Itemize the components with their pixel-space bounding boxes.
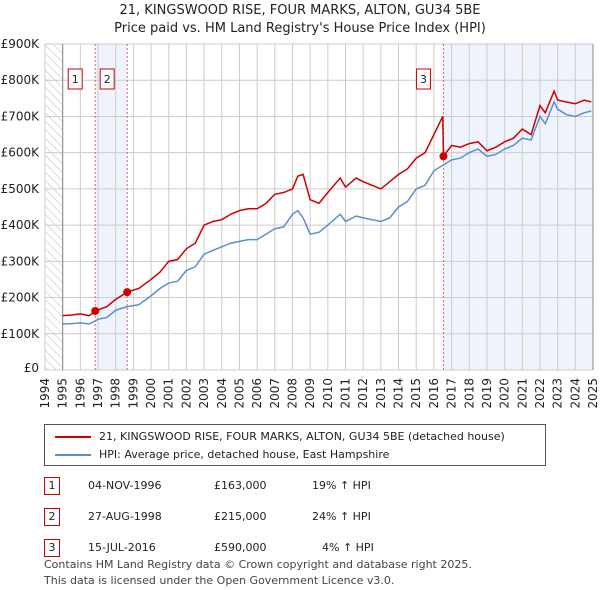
x-tick-label: 2010	[321, 378, 335, 409]
shaded-period	[443, 44, 593, 370]
sale-point	[91, 306, 100, 315]
x-tick-label: 2006	[250, 378, 264, 409]
x-tick-label: 2015	[409, 378, 423, 409]
sale-hpi: 4% ↑ HPI	[322, 541, 374, 554]
legend: 21, KINGSWOOD RISE, FOUR MARKS, ALTON, G…	[44, 424, 546, 466]
no-data-hatch	[45, 44, 63, 370]
sale-date: 27-AUG-1998	[88, 510, 162, 523]
x-tick-label: 2016	[427, 378, 441, 409]
sale-point	[123, 288, 132, 297]
y-tick-label: £100K	[1, 327, 41, 341]
sale-marker-label: 3	[420, 73, 427, 86]
sale-price: £590,000	[214, 541, 267, 554]
sale-marker-label: 1	[44, 477, 60, 495]
sale-marker-label: 2	[44, 508, 60, 526]
sale-marker-label: 3	[44, 539, 60, 557]
sale-marker-box	[67, 68, 83, 90]
sale-hpi: 19% ↑ HPI	[312, 479, 371, 492]
x-tick-label: 2012	[356, 378, 370, 409]
x-tick-label: 1997	[91, 378, 105, 409]
footer-line-2: This data is licensed under the Open Gov…	[44, 574, 395, 587]
x-tick-label: 2004	[215, 378, 229, 409]
x-tick-label: 1994	[38, 378, 52, 409]
x-tick-label: 1998	[109, 378, 123, 409]
x-tick-label: 1999	[126, 378, 140, 409]
y-tick-label: £0	[24, 361, 39, 375]
x-tick-label: 2011	[339, 378, 353, 409]
x-tick-label: 2025	[586, 378, 600, 409]
x-tick-label: 2001	[162, 378, 176, 409]
x-tick-label: 2018	[462, 378, 476, 409]
chart-title: 21, KINGSWOOD RISE, FOUR MARKS, ALTON, G…	[119, 3, 481, 18]
y-tick-label: £500K	[1, 182, 41, 196]
x-tick-label: 2002	[179, 378, 193, 409]
sale-date: 15-JUL-2016	[88, 541, 156, 554]
x-tick-label: 2021	[515, 378, 529, 409]
x-tick-label: 2005	[232, 378, 246, 409]
sale-hpi: 24% ↑ HPI	[312, 510, 371, 523]
x-tick-label: 2013	[374, 378, 388, 409]
x-tick-label: 2017	[445, 378, 459, 409]
property-price-line	[62, 89, 592, 317]
x-tick-label: 2024	[568, 378, 582, 409]
legend-item-hpi: HPI: Average price, detached house, East…	[55, 448, 389, 461]
legend-label: HPI: Average price, detached house, East…	[99, 448, 390, 461]
legend-swatch	[55, 453, 91, 456]
sale-marker-label: 2	[104, 73, 111, 86]
y-tick-label: £200K	[1, 291, 41, 305]
y-tick-label: £900K	[1, 37, 41, 51]
x-tick-label: 2019	[480, 378, 494, 409]
hpi-line	[62, 100, 592, 325]
sale-marker-box	[415, 68, 431, 90]
x-tick-label: 2020	[498, 378, 512, 409]
x-tick-label: 2003	[197, 378, 211, 409]
sale-marker-label: 1	[72, 73, 79, 86]
x-tick-label: 2000	[144, 378, 158, 409]
sale-price: £163,000	[214, 479, 267, 492]
x-tick-label: 2009	[303, 378, 317, 409]
x-tick-label: 1995	[56, 378, 70, 409]
y-tick-label: £600K	[1, 146, 41, 160]
y-tick-label: £700K	[1, 109, 41, 123]
x-tick-label: 2022	[533, 378, 547, 409]
y-tick-label: £300K	[1, 254, 41, 268]
legend-swatch	[55, 435, 91, 438]
x-tick-label: 1996	[73, 378, 87, 409]
sale-point	[439, 152, 448, 161]
sale-date: 04-NOV-1996	[88, 479, 162, 492]
legend-label: 21, KINGSWOOD RISE, FOUR MARKS, ALTON, G…	[99, 430, 505, 443]
x-tick-label: 2008	[285, 378, 299, 409]
sale-marker-box	[99, 68, 115, 90]
x-tick-label: 2014	[392, 378, 406, 409]
plot-area: 1994 1995 1996 1997 1998 1999 2000 2001 2002 2003…	[1, 37, 600, 409]
shaded-period	[95, 44, 128, 370]
sale-row: 1 04-NOV-1996 £163,000 19% ↑ HPI	[44, 477, 544, 495]
sale-row: 3 15-JUL-2016 £590,000 4% ↑ HPI	[44, 539, 544, 557]
footer-line-1: Contains HM Land Registry data © Crown c…	[44, 558, 472, 571]
sale-row: 2 27-AUG-1998 £215,000 24% ↑ HPI	[44, 508, 544, 526]
x-tick-label: 2023	[551, 378, 565, 409]
legend-item-property: 21, KINGSWOOD RISE, FOUR MARKS, ALTON, G…	[55, 430, 505, 443]
chart-subtitle: Price paid vs. HM Land Registry's House …	[114, 21, 486, 36]
y-tick-label: £400K	[1, 218, 41, 232]
x-tick-label: 2007	[268, 378, 282, 409]
sale-price: £215,000	[214, 510, 267, 523]
y-tick-label: £800K	[1, 73, 41, 87]
